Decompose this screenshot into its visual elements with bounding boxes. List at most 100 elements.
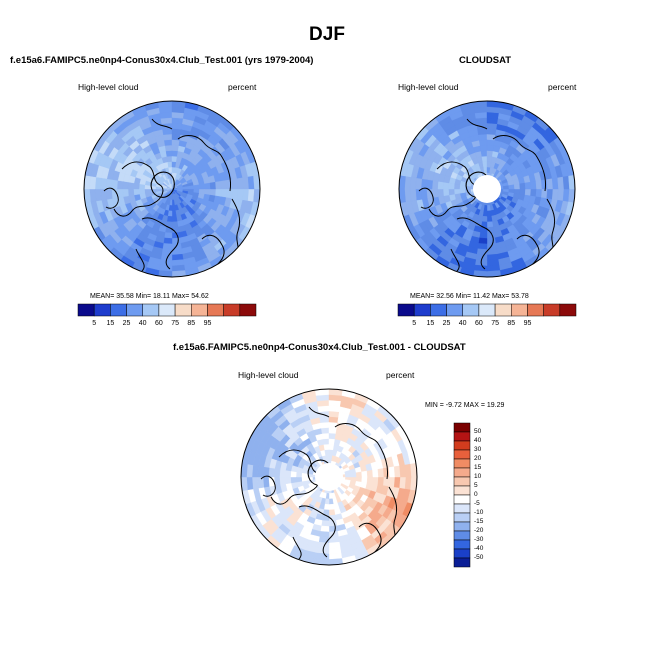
model-field-cell xyxy=(164,139,173,146)
model-colorbar-cell xyxy=(223,303,241,317)
obs-colorbar-cell xyxy=(559,303,577,317)
model-field-cell xyxy=(226,188,233,199)
diff-colorbar-cell xyxy=(453,512,471,523)
diff-field-cell xyxy=(279,469,286,478)
model-field-cell xyxy=(163,133,173,141)
obs-field-cell xyxy=(473,101,488,108)
obs-field-cell xyxy=(486,144,495,152)
model-colorbar-cell xyxy=(93,303,111,317)
diff-colorbar-cell xyxy=(453,431,471,442)
diff-colorbar-tick-label: -5 xyxy=(474,500,480,507)
obs-field-cell xyxy=(486,221,494,228)
diff-field-cell xyxy=(321,432,330,440)
diff-field-cell xyxy=(320,525,330,533)
diff-colorbar-tick-label: 5 xyxy=(474,482,478,489)
panel-title-obs: CLOUDSAT xyxy=(459,55,512,66)
diff-field-cell xyxy=(328,432,337,440)
diff-field-cell xyxy=(241,476,248,491)
model-coastline xyxy=(103,187,119,209)
obs-field-cell xyxy=(437,188,444,197)
model-coastline xyxy=(177,135,231,192)
model-colorbar-tick-label: 85 xyxy=(187,320,196,327)
diff-field-cell xyxy=(318,536,330,544)
diff-colorbar-tick-label: -20 xyxy=(474,527,484,534)
diff-field-cell xyxy=(328,498,334,505)
obs-field-cell xyxy=(442,188,450,197)
colorbar-ticks-diff: 50 40 30 20 15 10 5 0 -5 -10 -15 -20 -30 -40 -50 xyxy=(474,423,504,567)
model-colorbar-cell xyxy=(239,303,257,317)
variable-label-obs: High-level cloud xyxy=(398,82,459,92)
model-field-cell xyxy=(231,178,239,190)
model-field-cell xyxy=(105,178,113,190)
obs-colorbar-cell xyxy=(430,303,447,317)
model-coastline xyxy=(151,118,173,130)
main-title: DJF xyxy=(309,24,345,45)
diff-colorbar-cell xyxy=(453,476,471,487)
model-field-cell xyxy=(138,188,146,195)
model-field-cell xyxy=(209,188,217,197)
diff-field-cell xyxy=(350,472,357,478)
obs-field-cell xyxy=(524,188,532,197)
obs-colorbar-cell xyxy=(462,303,480,317)
model-field-cell xyxy=(171,139,180,146)
model-field-cell xyxy=(162,243,173,250)
obs-colorbar-cell xyxy=(413,303,431,317)
model-field-cell xyxy=(144,188,151,194)
model-field-cell xyxy=(122,188,129,197)
model-colorbar-tick-label: 25 xyxy=(122,320,131,327)
variable-label-model: High-level cloud xyxy=(78,82,139,92)
diff-field-cell xyxy=(319,531,330,538)
diff-field-cell xyxy=(328,558,343,565)
obs-field-cell xyxy=(546,188,554,200)
obs-colorbar-tick-label: 60 xyxy=(474,320,483,327)
model-coastline xyxy=(135,248,145,272)
obs-field-cell xyxy=(486,128,497,135)
obs-field-cell xyxy=(486,237,496,245)
obs-field-cell xyxy=(453,188,461,195)
polar-map-model xyxy=(83,100,261,278)
diff-field-cell xyxy=(355,471,363,478)
colorbar-ticks-model: 5 15 25 40 60 75 85 95 xyxy=(78,320,256,330)
obs-field-cell xyxy=(513,183,521,190)
diff-colorbar-tick-label: -40 xyxy=(474,545,484,552)
obs-field-cell xyxy=(478,133,488,141)
diff-field-cell xyxy=(372,476,379,485)
obs-field-cell xyxy=(459,188,466,194)
obs-map-boundary xyxy=(398,100,576,278)
diff-map-boundary xyxy=(240,388,418,566)
diff-coastline xyxy=(334,423,388,480)
diff-colorbar-tick-label: -30 xyxy=(474,536,484,543)
model-colorbar-tick-label: 60 xyxy=(154,320,163,327)
obs-field-cell xyxy=(477,128,488,135)
diff-field-cell xyxy=(388,466,396,478)
diff-colorbar-cell xyxy=(453,458,471,469)
diff-colorbar-cell xyxy=(453,539,471,550)
diff-field-cell xyxy=(268,467,275,478)
model-field-cell xyxy=(215,188,222,197)
model-colorbar-cell xyxy=(77,303,95,317)
obs-colorbar-cell xyxy=(478,303,496,317)
model-colorbar-cell xyxy=(110,303,127,317)
model-field-cell xyxy=(111,179,118,190)
diff-coastline xyxy=(308,406,330,418)
model-field-cell xyxy=(162,128,173,135)
diff-colorbar-cell xyxy=(453,530,471,541)
obs-field-cell xyxy=(486,215,493,223)
obs-field-cell xyxy=(519,182,526,190)
stats-diff: MIN = -9.72 MAX = 19.29 xyxy=(425,402,505,409)
diff-field-cell xyxy=(361,470,368,478)
diff-colorbar-cell xyxy=(453,440,471,451)
model-greenland-outline xyxy=(150,171,175,198)
obs-field-cell xyxy=(486,133,496,141)
model-colorbar-cell xyxy=(207,303,224,317)
model-field-cell xyxy=(161,248,173,256)
model-colorbar-cell xyxy=(191,303,208,317)
diff-field-cell xyxy=(284,476,292,485)
model-colorbar-tick-label: 95 xyxy=(203,320,212,327)
obs-field-cell xyxy=(478,237,488,245)
diff-colorbar-cell xyxy=(453,557,471,568)
polar-map-obs xyxy=(398,100,576,278)
model-field-cell xyxy=(158,101,173,108)
obs-field-cell xyxy=(479,232,488,239)
obs-coastline xyxy=(450,248,460,272)
